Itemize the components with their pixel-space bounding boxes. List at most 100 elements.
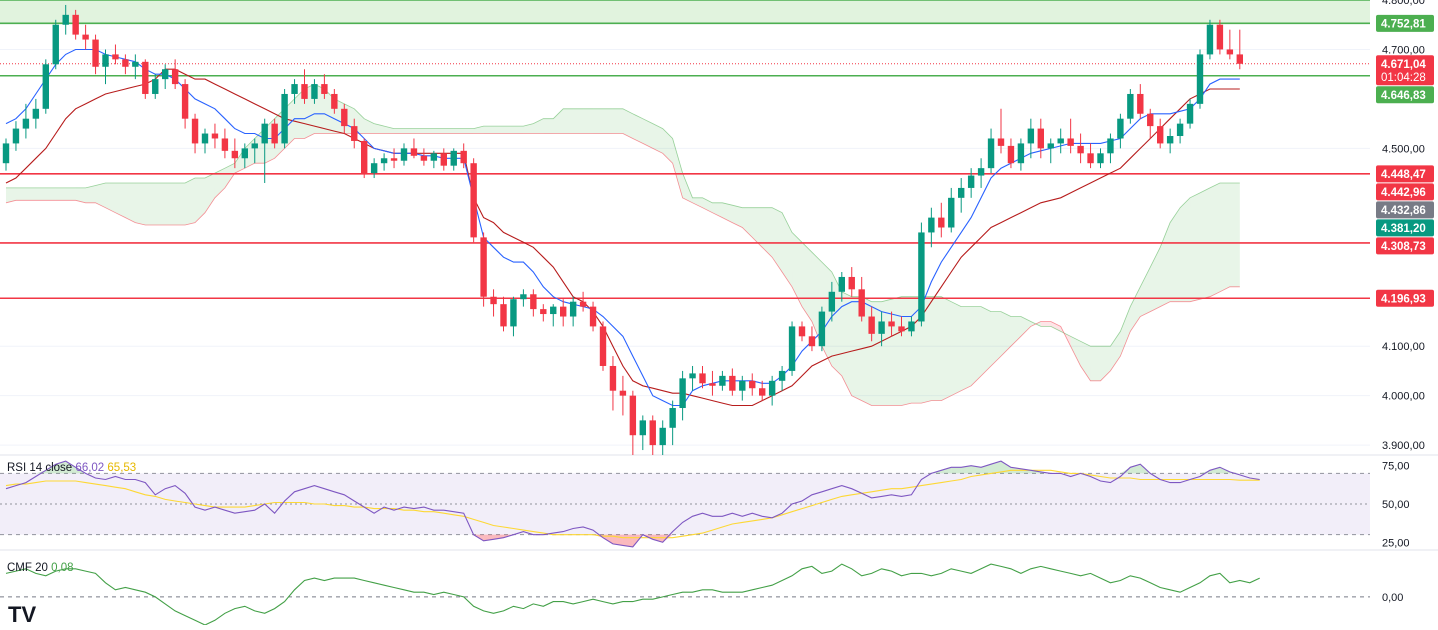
cloud-segment (1180, 197, 1191, 302)
cloud-segment (931, 296, 942, 401)
cloud-segment (692, 197, 703, 208)
candle-body (938, 217, 945, 228)
candle-body (191, 118, 199, 144)
cloud-segment (593, 108, 603, 134)
price-tag-bg (1376, 289, 1434, 307)
cloud-segment (841, 291, 852, 396)
candle-body (1166, 136, 1174, 144)
rsi-line (5, 460, 1260, 548)
cloud-segment (85, 185, 96, 203)
candle-body (1077, 145, 1084, 154)
rsi-tick-label: 75,00 (1382, 461, 1410, 473)
cloud-segment (901, 296, 912, 406)
cloud-segment (742, 207, 753, 238)
cloud-segment (772, 207, 783, 273)
rsi-legend-params: 14 close (29, 462, 73, 474)
candle-body (162, 69, 169, 80)
candle-body (928, 217, 935, 233)
price-tick-label: 4.700,00 (1382, 44, 1425, 56)
price-tag-bg (1376, 14, 1434, 32)
rsi-oversold-fill (603, 534, 613, 544)
cloud-segment (583, 108, 594, 134)
candle-body (1067, 138, 1074, 146)
price-tag-bg (1376, 165, 1434, 183)
candle-body (888, 321, 895, 327)
rsi-panel[interactable] (0, 460, 1370, 548)
candle-body (42, 64, 49, 109)
cloud-segment (364, 118, 375, 134)
candle-body (729, 375, 736, 391)
candle-body (699, 373, 706, 384)
candle-body (649, 420, 656, 446)
cmf-tick-label: 0,00 (1382, 592, 1403, 604)
candle-body (211, 133, 219, 139)
candle-body (271, 123, 278, 144)
rsi-legend-value: 66,02 (75, 462, 105, 474)
price-tag: 4.381,20 (1381, 223, 1426, 235)
candle-body (251, 143, 258, 149)
candle-body (1037, 128, 1044, 149)
candle-body (629, 395, 637, 436)
candle-body (977, 168, 985, 176)
cloud-segment (513, 126, 524, 134)
cloud-segment (921, 296, 932, 404)
cmf-panel[interactable] (0, 563, 1370, 626)
cloud-segment (732, 205, 743, 228)
candle-body (1127, 93, 1134, 119)
cloud-segment (1140, 267, 1151, 317)
cloud-segment (632, 113, 643, 144)
cloud-segment (682, 173, 693, 203)
cloud-segment (881, 299, 892, 406)
cloud-segment (612, 108, 623, 134)
candle-body (1117, 118, 1124, 139)
rsi-overbought-fill (45, 464, 56, 474)
cloud-segment (35, 187, 46, 201)
candle-body (759, 388, 766, 396)
candle-body (321, 84, 328, 94)
candle-body (132, 61, 139, 67)
candle-body (908, 321, 915, 332)
price-tick-label: 4.000,00 (1382, 391, 1425, 403)
cloud-segment (1001, 311, 1011, 357)
conversion-line (5, 48, 1240, 407)
candle-body (311, 84, 318, 99)
rsi-overbought-fill (961, 465, 972, 474)
rsi-overbought-fill (65, 461, 76, 474)
price-panel[interactable] (0, 0, 1438, 551)
candle-body (1047, 143, 1054, 149)
countdown-tag: 01:04:28 (1381, 72, 1426, 84)
rsi-overbought-fill (35, 470, 46, 474)
candle-body (659, 427, 666, 446)
candle-body (112, 54, 119, 60)
rsi-overbought-fill (1120, 467, 1131, 474)
cloud-segment (294, 89, 305, 139)
candle-body (1226, 49, 1234, 55)
price-axis[interactable]: 4.800,00 4.700,00 4.500,00 4.100,00 4.000,00… (1376, 0, 1434, 604)
candle-body (181, 84, 189, 119)
candle-body (380, 158, 388, 164)
cloud-segment (1050, 321, 1061, 332)
price-tick-label: 4.500,00 (1382, 143, 1425, 155)
rsi-overbought-fill (971, 465, 982, 474)
cloud-segment (1040, 321, 1051, 327)
candle-body (52, 24, 59, 65)
candle-body (1027, 128, 1035, 144)
price-tag-bg (1376, 237, 1434, 255)
cloud-segment (1130, 286, 1141, 332)
candle-body (171, 69, 179, 85)
candle-body (798, 326, 806, 337)
cloud-segment (573, 108, 584, 134)
candle-body (768, 380, 776, 396)
price-tag-bg (1376, 183, 1434, 201)
candle-body (520, 294, 527, 300)
candle-body (689, 373, 696, 379)
candle-body (1186, 103, 1194, 124)
rsi-legend-label: RSI (7, 462, 27, 474)
rsi-legend-ma-value: 65,53 (107, 462, 137, 474)
candle-body (12, 128, 20, 144)
candle-body (828, 291, 836, 312)
cloud-segment (1100, 346, 1111, 381)
candle-body (1196, 54, 1204, 104)
